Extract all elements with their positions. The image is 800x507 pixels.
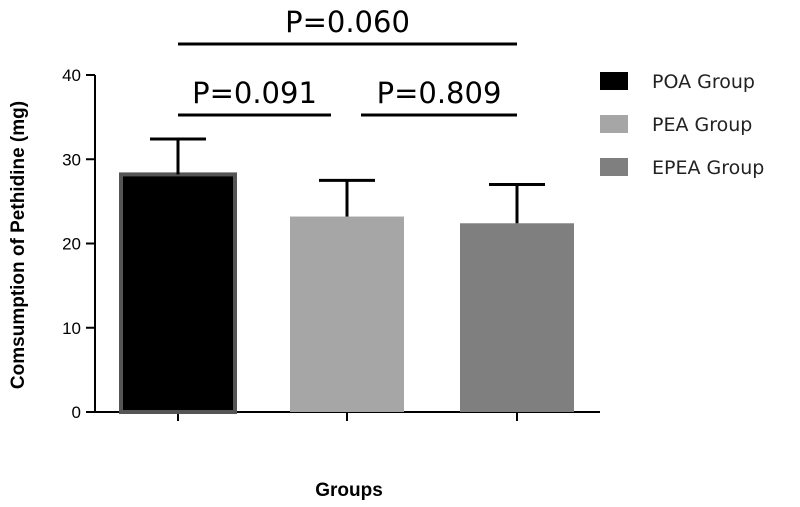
bar-0: [119, 172, 237, 414]
y-tick-label-2: 20: [62, 235, 81, 254]
legend-swatch-0: [600, 72, 628, 90]
bar-2: [460, 223, 574, 412]
p-value-label-2: P=0.060: [285, 5, 410, 39]
y-tick-label-4: 40: [62, 66, 81, 85]
bar-1: [290, 216, 404, 412]
y-ticks: 0 10 20 30 40: [62, 66, 95, 422]
significance-brackets: P=0.091 P=0.809 P=0.060: [178, 5, 517, 117]
p-value-label-1: P=0.809: [377, 76, 502, 110]
legend: POA Group PEA Group EPEA Group: [600, 71, 764, 179]
error-bar-0: [150, 137, 206, 175]
x-axis-title: Groups: [315, 480, 383, 501]
y-tick-label-3: 30: [62, 150, 81, 169]
legend-label-0: POA Group: [652, 71, 755, 93]
y-tick-label-1: 10: [62, 319, 81, 338]
legend-swatch-2: [600, 158, 628, 176]
p-value-label-0: P=0.091: [192, 76, 317, 110]
legend-label-2: EPEA Group: [652, 157, 764, 179]
error-bar-2: [489, 183, 545, 224]
y-tick-label-0: 0: [72, 403, 81, 422]
y-axis-title: Comsumption of Pethidine (mg): [8, 101, 29, 389]
legend-label-1: PEA Group: [652, 114, 752, 136]
error-bar-1: [319, 178, 375, 217]
error-bars: [150, 137, 545, 224]
legend-swatch-1: [600, 115, 628, 133]
